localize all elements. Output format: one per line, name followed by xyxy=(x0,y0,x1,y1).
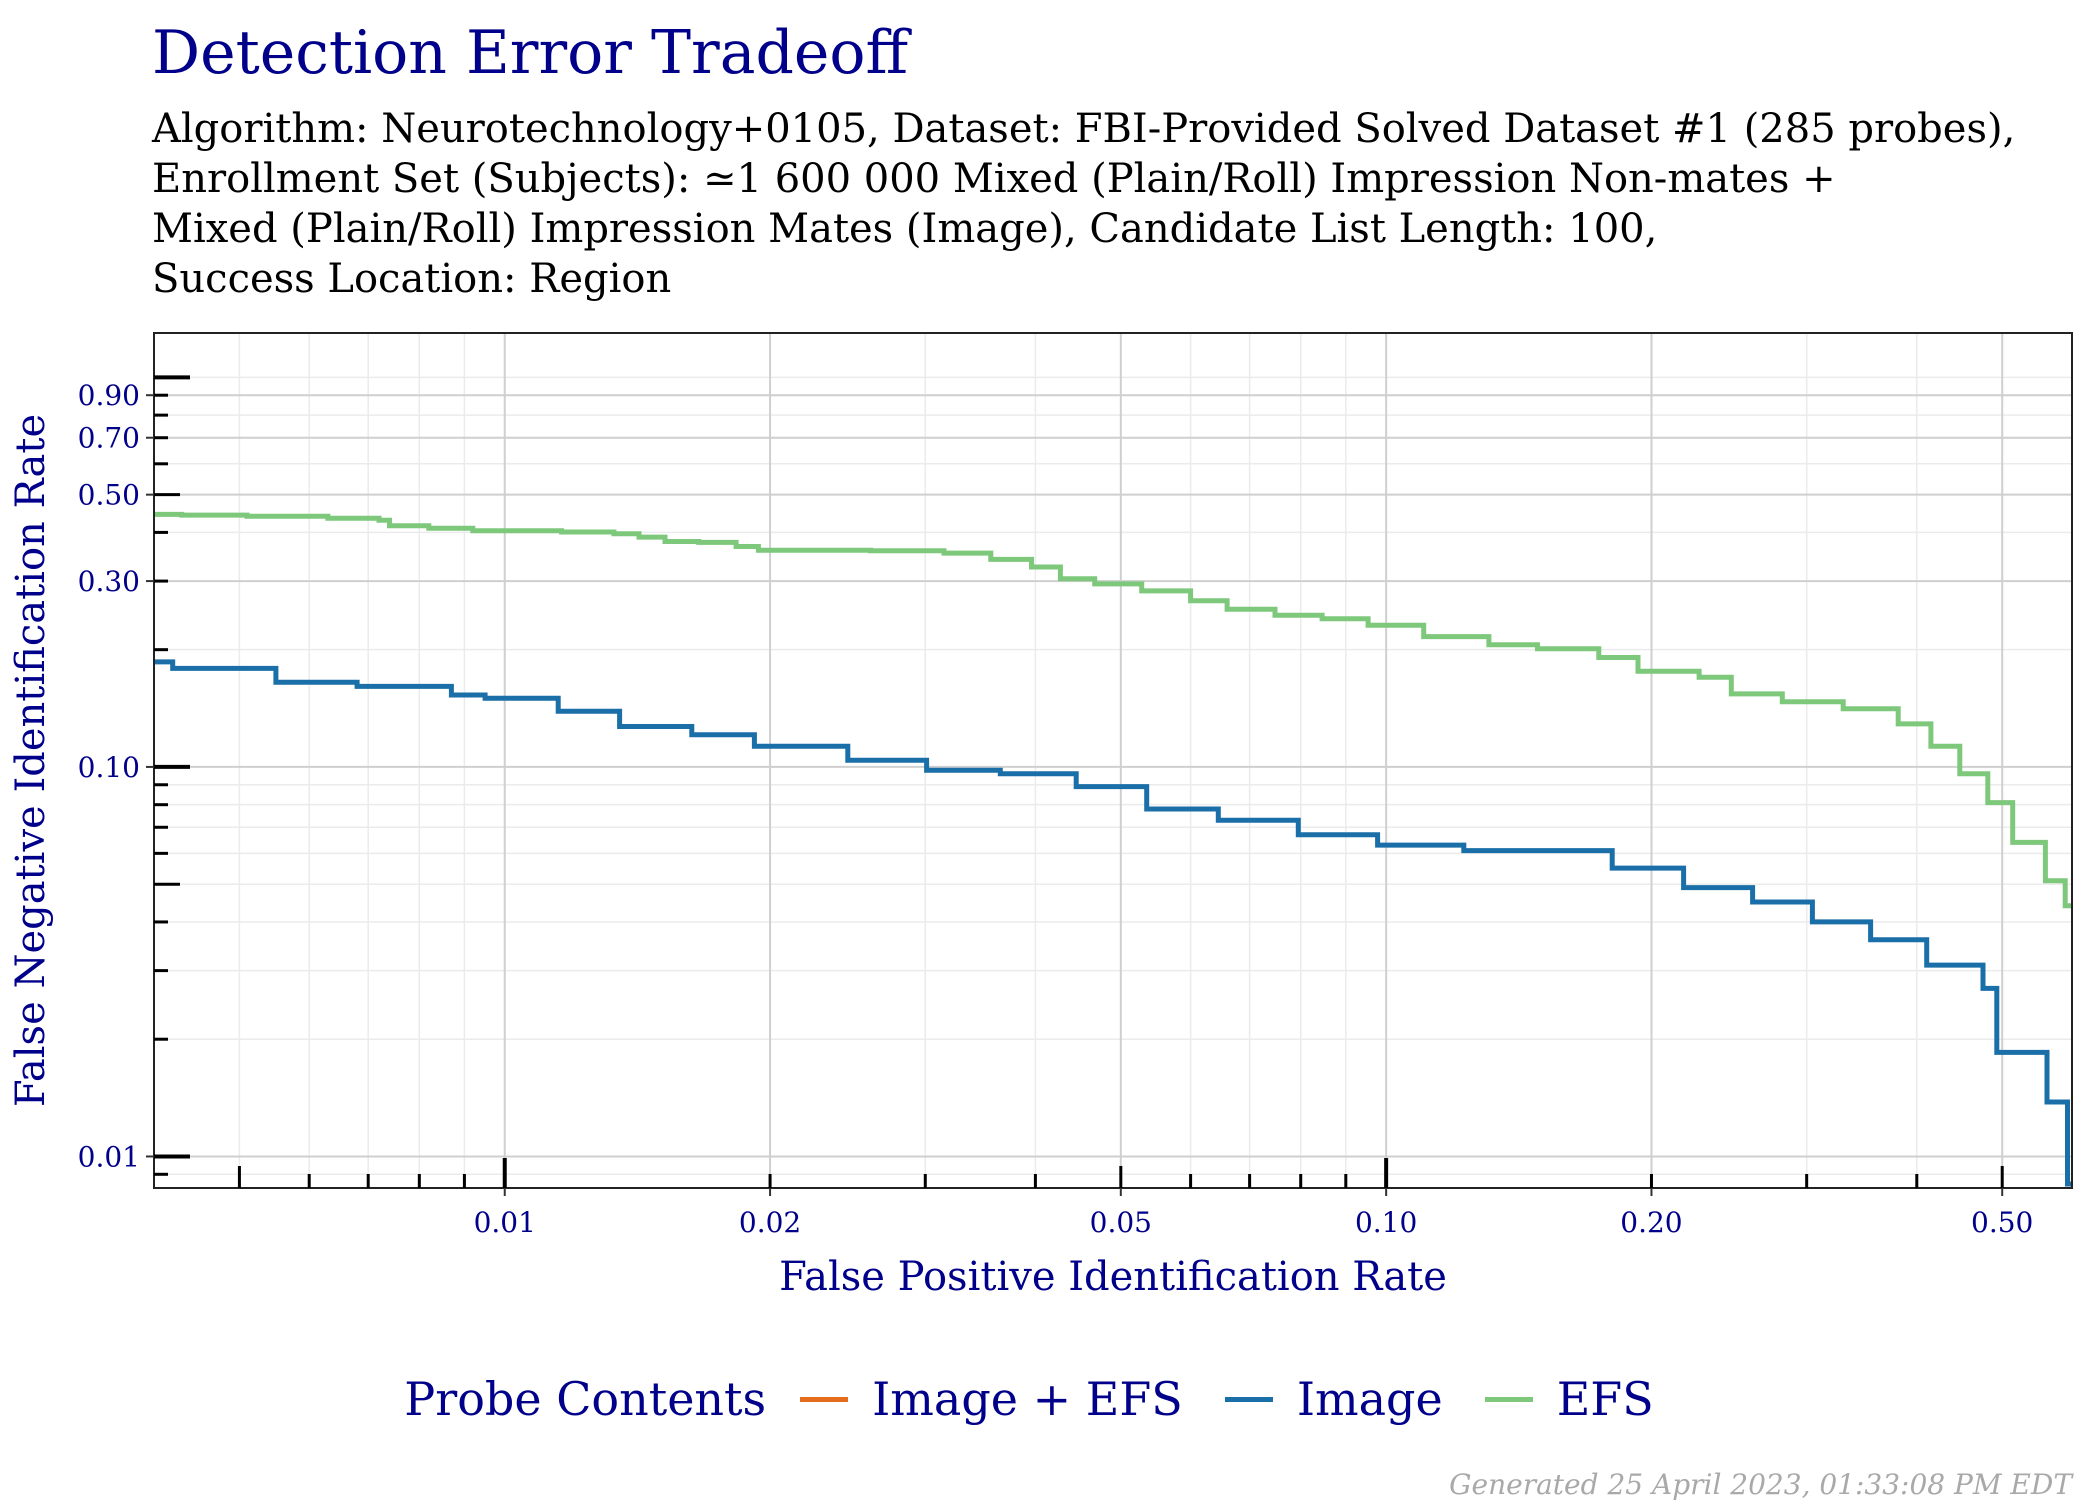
x-axis-title: False Positive Identification Rate xyxy=(779,1254,1447,1300)
chart-subtitle: Algorithm: Neurotechnology+0105, Dataset… xyxy=(152,104,2015,304)
legend-item-efs: EFS xyxy=(1484,1372,1654,1426)
x-tick-label: 0.01 xyxy=(474,1206,536,1239)
legend-item-image-efs: Image + EFS xyxy=(800,1372,1183,1426)
subtitle-line: Algorithm: Neurotechnology+0105, Dataset… xyxy=(152,106,2016,152)
legend-key-image-efs xyxy=(800,1396,849,1402)
y-tick-label: 0.70 xyxy=(78,422,140,455)
plot-border xyxy=(153,332,2073,1189)
x-tick-label: 0.10 xyxy=(1355,1206,1417,1239)
y-tick-label: 0.01 xyxy=(78,1140,140,1173)
x-tick-label: 0.20 xyxy=(1620,1206,1682,1239)
generated-timestamp: Generated 25 April 2023, 01:33:08 PM EDT xyxy=(1449,1468,2072,1501)
chart-title: Detection Error Tradeoff xyxy=(152,18,909,88)
legend-key-efs xyxy=(1484,1396,1533,1402)
legend-label: EFS xyxy=(1556,1372,1654,1426)
y-tick-label: 0.30 xyxy=(78,565,140,598)
x-tick-label: 0.05 xyxy=(1090,1206,1152,1239)
series-line-efs xyxy=(154,511,2072,909)
legend: Probe Contents Image + EFS Image EFS xyxy=(0,1372,2100,1426)
subtitle-line: Success Location: Region xyxy=(152,256,672,302)
legend-label: Image xyxy=(1296,1372,1443,1426)
legend-key-image xyxy=(1224,1396,1273,1402)
legend-item-image: Image xyxy=(1224,1372,1443,1426)
y-tick-label: 0.90 xyxy=(78,379,140,412)
y-tick-label: 0.10 xyxy=(78,751,140,784)
subtitle-line: Mixed (Plain/Roll) Impression Mates (Ima… xyxy=(152,206,1658,252)
y-axis-title: False Negative Identification Rate xyxy=(8,414,54,1107)
x-tick-label: 0.02 xyxy=(739,1206,801,1239)
legend-title: Probe Contents xyxy=(404,1372,767,1426)
subtitle-line: Enrollment Set (Subjects): ≃1 600 000 Mi… xyxy=(152,156,1836,202)
series-line-image xyxy=(154,659,2072,1187)
x-tick-label: 0.50 xyxy=(1971,1206,2033,1239)
y-tick-label: 0.50 xyxy=(78,479,140,512)
legend-label: Image + EFS xyxy=(872,1372,1183,1426)
